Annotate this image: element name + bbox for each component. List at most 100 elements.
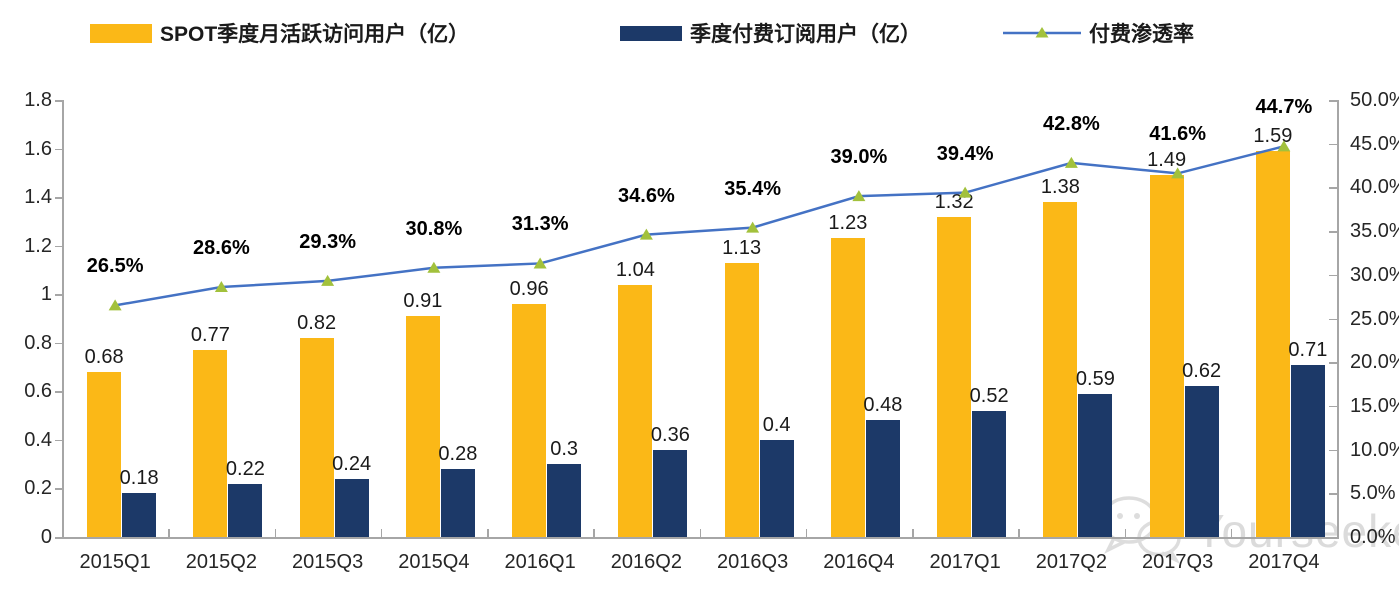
x-axis-line [62, 537, 1339, 539]
line-marker-triangle [321, 274, 335, 286]
legend-line-marker-icon [1003, 26, 1081, 40]
y-axis-left-tick [55, 197, 62, 199]
bar-label-mau: 0.77 [190, 324, 230, 347]
x-axis-category-label: 2017Q3 [1142, 551, 1214, 573]
legend-item-subscribers: 季度付费订阅用户（亿） [620, 18, 921, 48]
penetration-label: 39.4% [936, 142, 994, 165]
y-axis-right-label: 30.0% [1350, 263, 1399, 286]
bar-subscribers [334, 478, 369, 537]
x-axis-tick [1018, 529, 1020, 537]
bar-mau [512, 303, 547, 537]
bar-mau [830, 238, 865, 537]
line-marker-triangle [427, 261, 441, 273]
bar-label-mau: 1.23 [828, 212, 868, 235]
bar-mau [193, 350, 228, 537]
y-axis-right-tick [1329, 100, 1337, 102]
bar-label-subscribers: 0.18 [119, 467, 159, 490]
x-axis-category-label: 2015Q1 [79, 551, 151, 573]
y-axis-right-label: 0.0% [1350, 526, 1396, 548]
y-axis-right-tick [1329, 318, 1337, 320]
y-axis-left-label: 0.2 [24, 477, 52, 500]
bar-label-mau: 1.13 [722, 236, 762, 259]
x-axis-tick [912, 529, 914, 537]
bar-mau [87, 371, 122, 537]
x-axis-tick [593, 529, 595, 537]
x-axis-tick [699, 529, 701, 537]
y-axis-right-tick [1329, 274, 1337, 277]
x-axis-category-label: 2016Q3 [717, 551, 789, 573]
bar-subscribers [1184, 386, 1219, 537]
bar-label-mau: 0.91 [403, 290, 443, 313]
line-marker-triangle [108, 299, 122, 311]
y-axis-right-tick [1329, 537, 1337, 539]
y-axis-left-tick [55, 100, 62, 102]
bar-label-mau: 1.38 [1040, 175, 1080, 198]
penetration-label: 39.0% [830, 146, 888, 169]
bar-subscribers [1290, 364, 1325, 537]
x-axis-category-label: 2016Q4 [823, 551, 895, 573]
y-axis-right-label: 35.0% [1350, 220, 1399, 243]
bar-label-subscribers: 0.3 [550, 438, 579, 461]
bar-label-subscribers: 0.4 [762, 413, 791, 436]
bar-subscribers [122, 493, 157, 537]
penetration-label: 29.3% [299, 230, 356, 253]
bar-label-mau: 1.49 [1147, 149, 1187, 172]
bar-subscribers [440, 469, 475, 537]
y-axis-left-label: 0.4 [24, 428, 52, 451]
bar-label-subscribers: 0.22 [225, 457, 265, 480]
bar-subscribers [759, 439, 794, 537]
bar-mau [937, 216, 972, 537]
y-axis-right-label: 10.0% [1350, 438, 1399, 461]
x-axis-category-label: 2017Q1 [929, 551, 1001, 573]
line-marker-triangle [746, 221, 760, 233]
y-axis-left-label: 0 [40, 526, 52, 548]
y-axis-left-tick [55, 148, 62, 151]
y-axis-right-label: 45.0% [1350, 132, 1399, 155]
y-axis-right-line [1337, 100, 1339, 537]
bar-label-mau: 0.68 [84, 345, 124, 368]
bar-label-subscribers: 0.24 [332, 452, 372, 475]
bar-label-subscribers: 0.28 [438, 443, 478, 466]
penetration-label: 30.8% [405, 217, 463, 240]
x-axis-tick [274, 529, 276, 537]
x-axis-category-label: 2016Q2 [610, 551, 682, 573]
bar-subscribers [653, 449, 688, 537]
y-axis-left-line [62, 100, 64, 537]
y-axis-left-tick [55, 439, 62, 442]
bar-label-mau: 1.59 [1253, 124, 1293, 147]
line-marker-triangle [214, 281, 228, 293]
y-axis-right-tick [1329, 493, 1337, 495]
penetration-label: 26.5% [86, 255, 144, 278]
bar-label-mau: 1.04 [615, 258, 655, 281]
x-axis-tick [1230, 529, 1233, 537]
penetration-label: 34.6% [618, 184, 675, 207]
y-axis-left-tick [55, 294, 62, 296]
x-axis-category-label: 2017Q4 [1248, 551, 1320, 573]
bar-mau [1043, 201, 1078, 537]
penetration-label: 41.6% [1149, 123, 1206, 146]
legend-swatch-subscribers [620, 25, 682, 41]
bar-mau [724, 262, 759, 537]
y-axis-right-label: 50.0% [1350, 89, 1399, 111]
penetration-line [108, 140, 1291, 311]
legend-item-mau: SPOT季度月活跃访问用户（亿） [90, 18, 469, 48]
bar-mau [1149, 175, 1184, 537]
y-axis-left-tick [55, 342, 62, 345]
y-axis-left-label: 1.8 [24, 89, 52, 111]
legend-label-mau: SPOT季度月活跃访问用户（亿） [160, 23, 470, 46]
y-axis-left-label: 0.8 [24, 331, 52, 354]
bar-label-mau: 0.96 [509, 277, 549, 300]
y-axis-left-label: 1.2 [24, 234, 52, 257]
line-marker-triangle [958, 186, 972, 198]
x-axis-category-label: 2015Q4 [398, 551, 470, 573]
bar-mau [405, 316, 440, 537]
bar-label-subscribers: 0.48 [863, 394, 903, 417]
y-axis-right-tick [1329, 405, 1337, 408]
bar-label-subscribers: 0.59 [1075, 367, 1115, 390]
y-axis-right-label: 25.0% [1350, 307, 1399, 330]
x-axis-tick [805, 529, 808, 537]
x-axis-tick [168, 529, 170, 537]
y-axis-left-label: 0.6 [24, 380, 52, 403]
bar-label-subscribers: 0.36 [650, 423, 690, 446]
